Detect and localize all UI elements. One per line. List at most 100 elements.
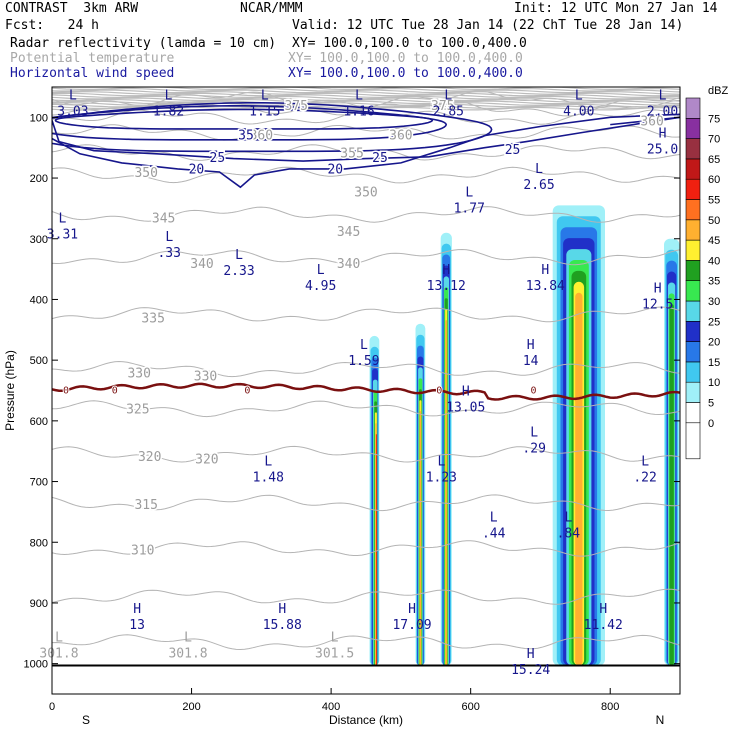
colorbar-swatch-55 (685, 178, 701, 200)
colorbar-swatch-20 (685, 320, 701, 342)
extrema-value: 1.16 (343, 104, 374, 119)
wind-contour-upper-right (610, 116, 680, 126)
low-marker: L (355, 88, 363, 103)
field-theta-xy: XY= 100.0,100.0 to 100.0,400.0 (288, 51, 523, 66)
extrema-value: 301.8 (168, 646, 207, 661)
y-tick-label: 600 (30, 416, 48, 428)
colorbar-label: 40 (708, 255, 720, 267)
theta-label: 320 (195, 452, 218, 467)
extrema-markers: L3.03L1.82L1.15L1.16L2.85L4.00L2.00H25.0… (39, 88, 678, 677)
colorbar-label: 65 (708, 154, 720, 166)
theta-contour-340 (52, 248, 680, 266)
colorbar-below (685, 422, 701, 460)
theta-contour-350 (52, 166, 680, 184)
theta-label: 360 (389, 128, 412, 143)
extrema-value: 2.00 (647, 104, 678, 119)
theta-label: 355 (340, 147, 363, 162)
low-marker: L (564, 510, 572, 525)
theta-label: 325 (126, 403, 149, 418)
theta-label: 315 (134, 498, 157, 513)
high-marker: H (408, 602, 416, 617)
extrema-value: 13 (129, 618, 145, 633)
colorbar-swatch-35 (685, 260, 701, 281)
y-tick-label: 300 (30, 234, 48, 246)
wind-contours (52, 102, 680, 189)
low-marker: L (490, 510, 498, 525)
colorbar-label: 75 (708, 113, 720, 125)
low-marker: L (331, 630, 339, 645)
colorbar-label: 10 (708, 377, 720, 389)
theta-label: 345 (152, 212, 175, 227)
colorbar-swatch-5 (685, 381, 701, 403)
extrema-value: 4.95 (305, 279, 336, 294)
high-marker: H (442, 263, 450, 278)
colorbar-swatch-0 (685, 402, 701, 424)
low-marker: L (444, 88, 452, 103)
field-reflectivity-xy: XY= 100.0,100.0 to 100.0,400.0 (292, 36, 527, 51)
low-marker: L (55, 630, 63, 645)
endpoint-south: S (82, 713, 90, 727)
high-marker: H (654, 281, 662, 296)
wind-contour-20 (52, 113, 680, 189)
theta-contour-345 (52, 206, 680, 223)
extrema-value: .22 (633, 470, 656, 485)
plot-frame (51, 86, 681, 695)
model-name: CONTRAST 3km ARW (5, 1, 139, 16)
high-marker: H (278, 602, 286, 617)
extrema-value: 15.88 (263, 618, 302, 633)
theta-contour-335 (52, 306, 680, 323)
colorbar-label: 45 (708, 235, 720, 247)
extrema-value: 13.12 (427, 279, 466, 294)
y-tick-label: 1000 (24, 659, 48, 671)
x-tick-label: 800 (601, 701, 619, 713)
extrema-value: 1.59 (348, 354, 379, 369)
wind-contour-40 (54, 108, 434, 130)
theta-top-contour (52, 94, 680, 98)
low-marker: L (69, 88, 77, 103)
field-theta: Potential temperature (10, 51, 175, 66)
theta-label: 375 (431, 99, 454, 114)
high-marker: H (599, 602, 607, 617)
theta-label: 330 (194, 369, 217, 384)
theta-label: 310 (131, 544, 154, 559)
extrema-value: 301.8 (39, 646, 78, 661)
cell-755km-level-9 (575, 292, 583, 666)
field-wind: Horizontal wind speed (10, 66, 175, 81)
wind-label: 20 (189, 162, 205, 177)
cell-462km-level-11 (375, 434, 377, 666)
y-tick-label: 900 (30, 598, 48, 610)
extrema-value: 2.33 (223, 264, 254, 279)
theta-contour-315 (52, 494, 680, 512)
x-tick-label: 200 (182, 701, 200, 713)
high-marker: H (133, 602, 141, 617)
field-wind-xy: XY= 100.0,100.0 to 100.0,400.0 (288, 66, 523, 81)
low-marker: L (235, 248, 243, 263)
theta-label: 340 (337, 257, 360, 272)
low-marker: L (165, 88, 173, 103)
extrema-value: 3.03 (57, 104, 88, 119)
extrema-value: 25.0 (647, 143, 678, 158)
y-tick-label: 500 (30, 355, 48, 367)
theta-top-contour (52, 98, 680, 103)
colorbar-swatch-65 (685, 138, 701, 160)
colorbar-swatch-45 (685, 219, 701, 241)
theta-contour-300 (52, 634, 680, 651)
low-marker: L (264, 454, 272, 469)
y-tick-label: 200 (30, 173, 48, 185)
freezing-level (52, 382, 680, 401)
colorbar-label: 5 (708, 398, 714, 410)
wind-label: 25 (505, 143, 521, 158)
extrema-value: 301.5 (315, 646, 354, 661)
colorbar-label: 15 (708, 357, 720, 369)
theta-label: 350 (354, 185, 377, 200)
colorbar-swatch-50 (685, 199, 701, 221)
theta-contour-325 (52, 400, 680, 418)
y-axis-label: Pressure (hPa) (3, 350, 17, 431)
extrema-value: 2.85 (433, 104, 464, 119)
theta-contour-360 (52, 124, 680, 141)
low-marker: L (59, 212, 67, 227)
theta-top-contour (52, 88, 680, 92)
theta-contour-320 (52, 445, 680, 463)
